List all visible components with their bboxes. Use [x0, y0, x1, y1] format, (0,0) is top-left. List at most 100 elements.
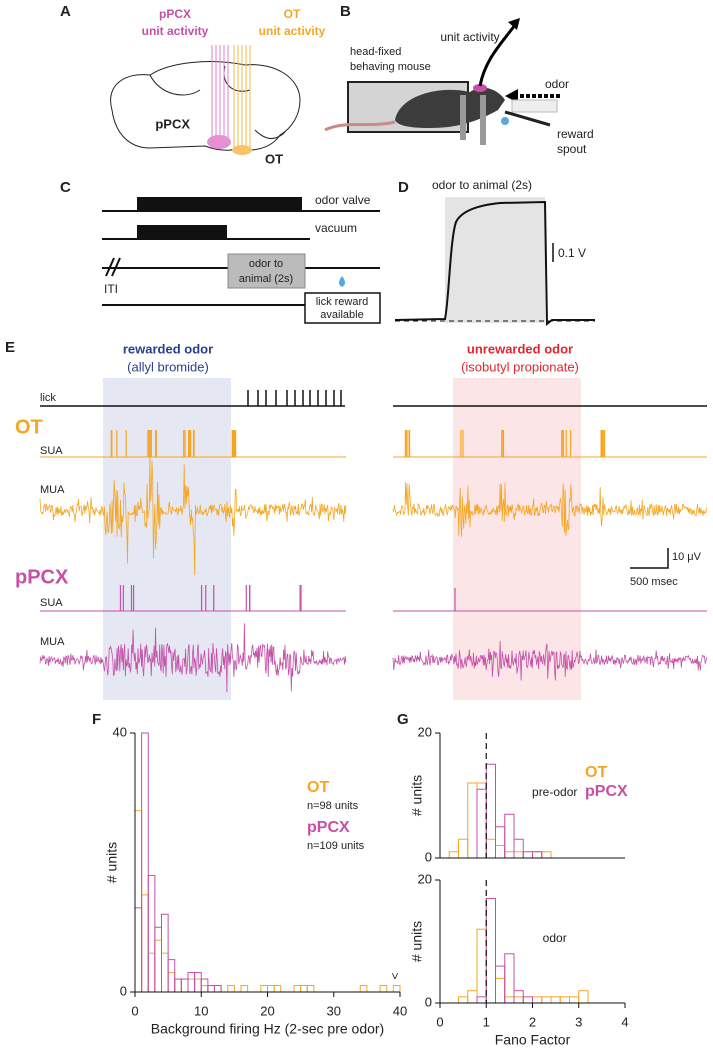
label: behaving mouse: [350, 61, 431, 73]
bar: [513, 851, 524, 859]
legend-entry: pPCX: [585, 783, 628, 800]
bar: [495, 845, 506, 859]
odor-window: [445, 197, 545, 323]
x-tick-label: 2: [529, 1014, 536, 1029]
bar: [504, 851, 515, 859]
bar: [485, 838, 496, 859]
label: odor valve: [315, 193, 371, 207]
trace: [394, 200, 595, 327]
bar: [569, 996, 580, 1004]
bar: [141, 732, 149, 993]
bar: [467, 990, 478, 1004]
annotation: n=98 units: [307, 800, 359, 812]
x-axis-label: Background firing Hz (2-sec pre odor): [151, 1021, 384, 1037]
y-axis-label: # units: [409, 921, 425, 962]
bar: [392, 985, 401, 993]
bar: [180, 978, 189, 993]
x-tick-label: 20: [260, 1003, 274, 1018]
bar: [154, 939, 162, 993]
label: ITI: [104, 282, 118, 296]
bar: [522, 851, 533, 859]
condition-title: rewarded odor: [123, 341, 213, 356]
drop: [501, 117, 509, 125]
bar: [504, 996, 515, 1004]
bar: [200, 985, 209, 993]
bar: [532, 851, 543, 859]
condition-odor: (isobutyl propionate): [461, 359, 579, 374]
region: [232, 145, 252, 155]
bar: [495, 977, 506, 1004]
spout: [504, 110, 551, 127]
bar: [273, 985, 282, 993]
label: odor: [545, 77, 569, 91]
bar: [134, 810, 143, 993]
bar: [194, 972, 202, 993]
trace: [39, 452, 347, 576]
bar: [214, 985, 222, 993]
bar: [141, 894, 149, 993]
bar: [293, 985, 302, 993]
valve-on: [137, 197, 302, 211]
bar: [532, 851, 543, 859]
bar: [513, 996, 524, 1004]
electrode: [211, 45, 229, 140]
row-label: MUA: [40, 484, 65, 496]
scale-label: 10 μV: [672, 551, 702, 563]
panel-label: F: [92, 711, 101, 728]
bar: [541, 996, 552, 1004]
post: [460, 95, 466, 140]
bar: [467, 782, 478, 859]
vacuum-on: [137, 225, 227, 239]
legend-entry: OT: [307, 779, 329, 796]
panel-label: A: [60, 3, 71, 20]
scale-bar: [630, 548, 669, 569]
x-tick-label: 40: [393, 1003, 407, 1018]
x-tick-label: 30: [327, 1003, 341, 1018]
y-axis-label: # units: [409, 775, 425, 816]
x-tick-label: 3: [575, 1014, 582, 1029]
row-label: SUA: [40, 597, 63, 609]
region-label: pPCX: [155, 116, 190, 131]
region-label: OT: [265, 151, 283, 166]
y-tick-label: 20: [418, 724, 432, 739]
scale-label: 0.1 V: [558, 246, 586, 260]
trace: [39, 623, 347, 693]
x-axis-label: Fano Factor: [495, 1032, 571, 1048]
bar: [194, 978, 202, 993]
region: [207, 135, 231, 149]
bar: [522, 996, 533, 1004]
heading: unit activity: [259, 24, 326, 38]
bar: [227, 985, 235, 993]
bar: [161, 952, 169, 993]
bar: [495, 965, 506, 1004]
bar: [167, 959, 176, 993]
bar: [174, 978, 182, 993]
arrowhead: [508, 18, 520, 30]
label: animal (2s): [239, 273, 293, 285]
bar: [147, 874, 156, 993]
bar: [167, 972, 176, 993]
bar: [458, 996, 469, 1004]
subtitle: pre-odor: [532, 785, 577, 799]
bar: [476, 996, 487, 1004]
bar: [379, 985, 388, 993]
label: odor to: [249, 258, 283, 270]
bar: [485, 763, 496, 859]
label: unit activity: [440, 30, 499, 44]
heading: pPCX: [159, 7, 191, 21]
title: odor to animal (2s): [432, 178, 532, 192]
post: [480, 95, 486, 145]
y-tick-label: 0: [425, 849, 432, 864]
region-label: pPCX: [15, 566, 69, 588]
bar: [504, 953, 515, 1004]
x-tick-label: 0: [436, 1014, 443, 1029]
bar: [240, 985, 249, 993]
box: [227, 253, 306, 289]
panel-label: D: [398, 179, 409, 196]
scale-label: 500 msec: [630, 576, 678, 588]
condition-title: unrewarded odor: [467, 341, 573, 356]
y-tick-label: 20: [418, 871, 432, 886]
spout: [511, 99, 558, 113]
x-tick-label: 10: [194, 1003, 208, 1018]
